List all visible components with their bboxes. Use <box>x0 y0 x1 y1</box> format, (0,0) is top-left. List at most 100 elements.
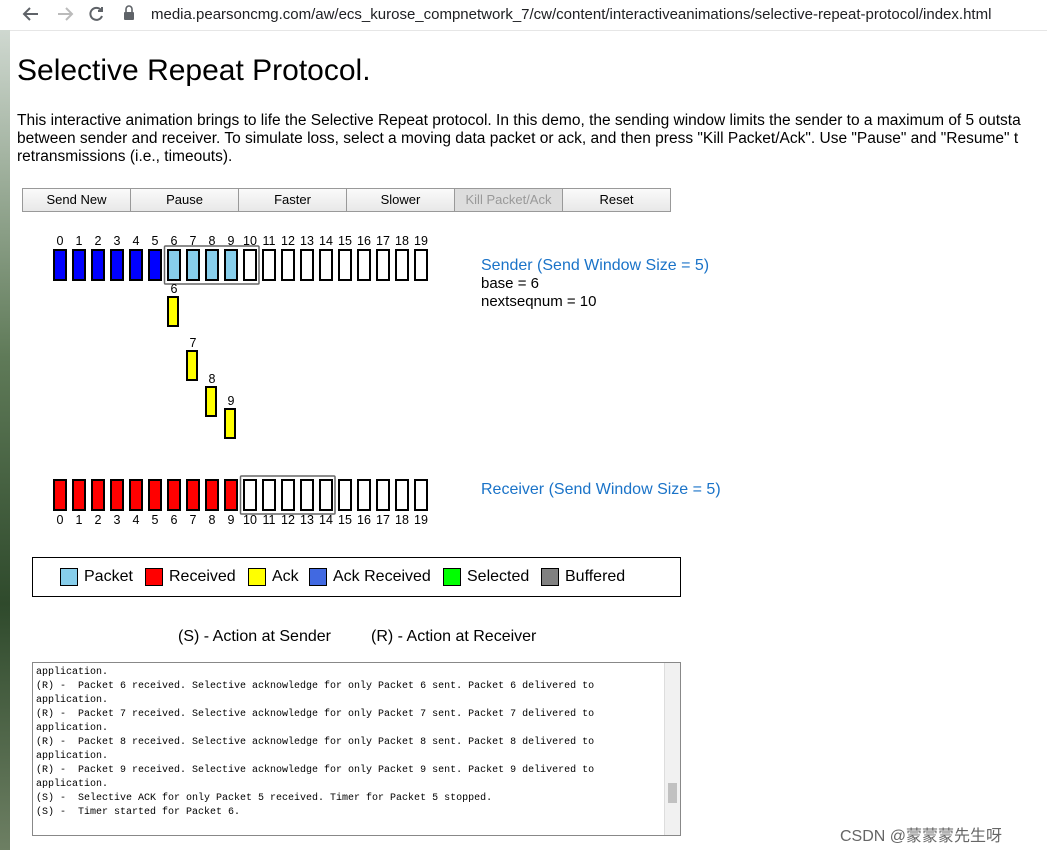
slot <box>319 249 333 281</box>
log-line: application. <box>36 751 109 762</box>
log-line: (R) - Packet 9 received. Selective ackno… <box>36 765 595 776</box>
slot <box>243 249 257 281</box>
slot <box>129 479 143 511</box>
ack[interactable] <box>186 350 198 381</box>
intro-line: between sender and receiver. To simulate… <box>17 130 1019 147</box>
slot <box>186 479 200 511</box>
seq-number: 1 <box>76 234 83 248</box>
legend-label: Selected <box>467 568 530 585</box>
intro: This interactive animation brings to lif… <box>17 112 1047 166</box>
slot <box>281 479 295 511</box>
sender-base: base = 6 <box>481 275 539 292</box>
seq-number: 4 <box>133 513 140 527</box>
slot <box>376 479 390 511</box>
forward-button[interactable] <box>58 7 74 21</box>
slot <box>319 479 333 511</box>
page-title: Selective Repeat Protocol. <box>17 54 371 87</box>
seq-number: 2 <box>95 234 102 248</box>
seq-number: 15 <box>338 234 352 248</box>
slot <box>224 479 238 511</box>
seq-number: 13 <box>300 513 314 527</box>
ack[interactable] <box>224 408 236 439</box>
legend-swatch <box>248 568 266 586</box>
slot <box>148 249 162 281</box>
legend-item: Selected <box>443 568 529 586</box>
seq-number: 6 <box>171 513 178 527</box>
seq-number: 17 <box>376 234 390 248</box>
seq-number: 3 <box>114 513 121 527</box>
ack-label: 8 <box>209 372 216 386</box>
back-button[interactable] <box>22 7 38 21</box>
seq-number: 16 <box>357 234 371 248</box>
seq-number: 10 <box>243 513 257 527</box>
seq-number: 7 <box>190 513 197 527</box>
log-line: (R) - Packet 6 received. Selective ackno… <box>36 681 595 692</box>
seq-number: 14 <box>319 513 333 527</box>
legend-label: Buffered <box>565 568 626 585</box>
browser-bar: media.pearsoncmg.com/aw/ecs_kurose_compn… <box>0 0 1047 31</box>
legend-swatch <box>60 568 78 586</box>
seq-number: 15 <box>338 513 352 527</box>
seq-number: 8 <box>209 234 216 248</box>
url[interactable]: media.pearsoncmg.com/aw/ecs_kurose_compn… <box>151 6 992 23</box>
seq-number: 13 <box>300 234 314 248</box>
seq-number: 18 <box>395 234 409 248</box>
slot <box>53 479 67 511</box>
log-line: (R) - Packet 7 received. Selective ackno… <box>36 709 595 720</box>
legend-label: Ack Received <box>333 568 431 585</box>
nav-icons <box>22 5 134 21</box>
slot <box>338 479 352 511</box>
log-line: (S) - Selective ACK for only Packet 5 re… <box>36 793 493 804</box>
button[interactable]: Send New <box>22 188 131 212</box>
seq-number: 6 <box>171 234 178 248</box>
legend-item: Ack <box>248 568 299 586</box>
seq-number: 16 <box>357 513 371 527</box>
slot <box>262 479 276 511</box>
seq-number: 3 <box>114 234 121 248</box>
sender-label: Sender (Send Window Size = 5) <box>481 257 709 274</box>
button[interactable]: Pause <box>131 188 239 212</box>
slot <box>167 479 181 511</box>
slot <box>53 249 67 281</box>
button[interactable]: Faster <box>239 188 347 212</box>
legend-label: Received <box>169 568 236 585</box>
button[interactable]: Slower <box>347 188 455 212</box>
log-line: application. <box>36 667 109 678</box>
seq-number: 9 <box>228 513 235 527</box>
watermark: CSDN @蒙蒙蒙先生呀 <box>840 828 1003 845</box>
seq-number: 5 <box>152 234 159 248</box>
seq-number: 17 <box>376 513 390 527</box>
animation: 0 1 2 3 4 5 6 7 8 9 10 11 12 13 14 15 16 17 18 190 1 2 3 4 5 6 7 8 9… <box>53 234 721 527</box>
seq-number: 19 <box>414 513 428 527</box>
ack[interactable] <box>205 386 217 417</box>
sender-key: (S) - Action at Sender <box>178 628 331 645</box>
legend-swatch <box>541 568 559 586</box>
slot <box>91 479 105 511</box>
slot <box>395 479 409 511</box>
legend-label: Packet <box>84 568 133 585</box>
legend: Packet Received Ack Ack Received Selected Buf… <box>32 557 681 597</box>
slot <box>186 249 200 281</box>
log-box[interactable]: application. (R) - Packet 6 received. Sel… <box>32 662 681 836</box>
intro-line: retransmissions (i.e., timeouts). <box>17 148 233 165</box>
slot <box>376 249 390 281</box>
ack-label: 6 <box>171 282 178 296</box>
seq-number: 8 <box>209 513 216 527</box>
slot <box>167 249 181 281</box>
slot <box>414 249 428 281</box>
window <box>239 475 336 515</box>
scroll-thumb[interactable] <box>668 783 677 803</box>
scrollbar[interactable] <box>664 663 680 835</box>
ack[interactable] <box>167 296 179 327</box>
seq-number: 9 <box>228 234 235 248</box>
slot <box>414 479 428 511</box>
button[interactable]: Reset <box>563 188 671 212</box>
slot <box>205 249 219 281</box>
slot <box>281 249 295 281</box>
legend-swatch <box>443 568 461 586</box>
slot <box>224 249 238 281</box>
reload-button[interactable] <box>89 6 103 21</box>
legend-swatch <box>145 568 163 586</box>
